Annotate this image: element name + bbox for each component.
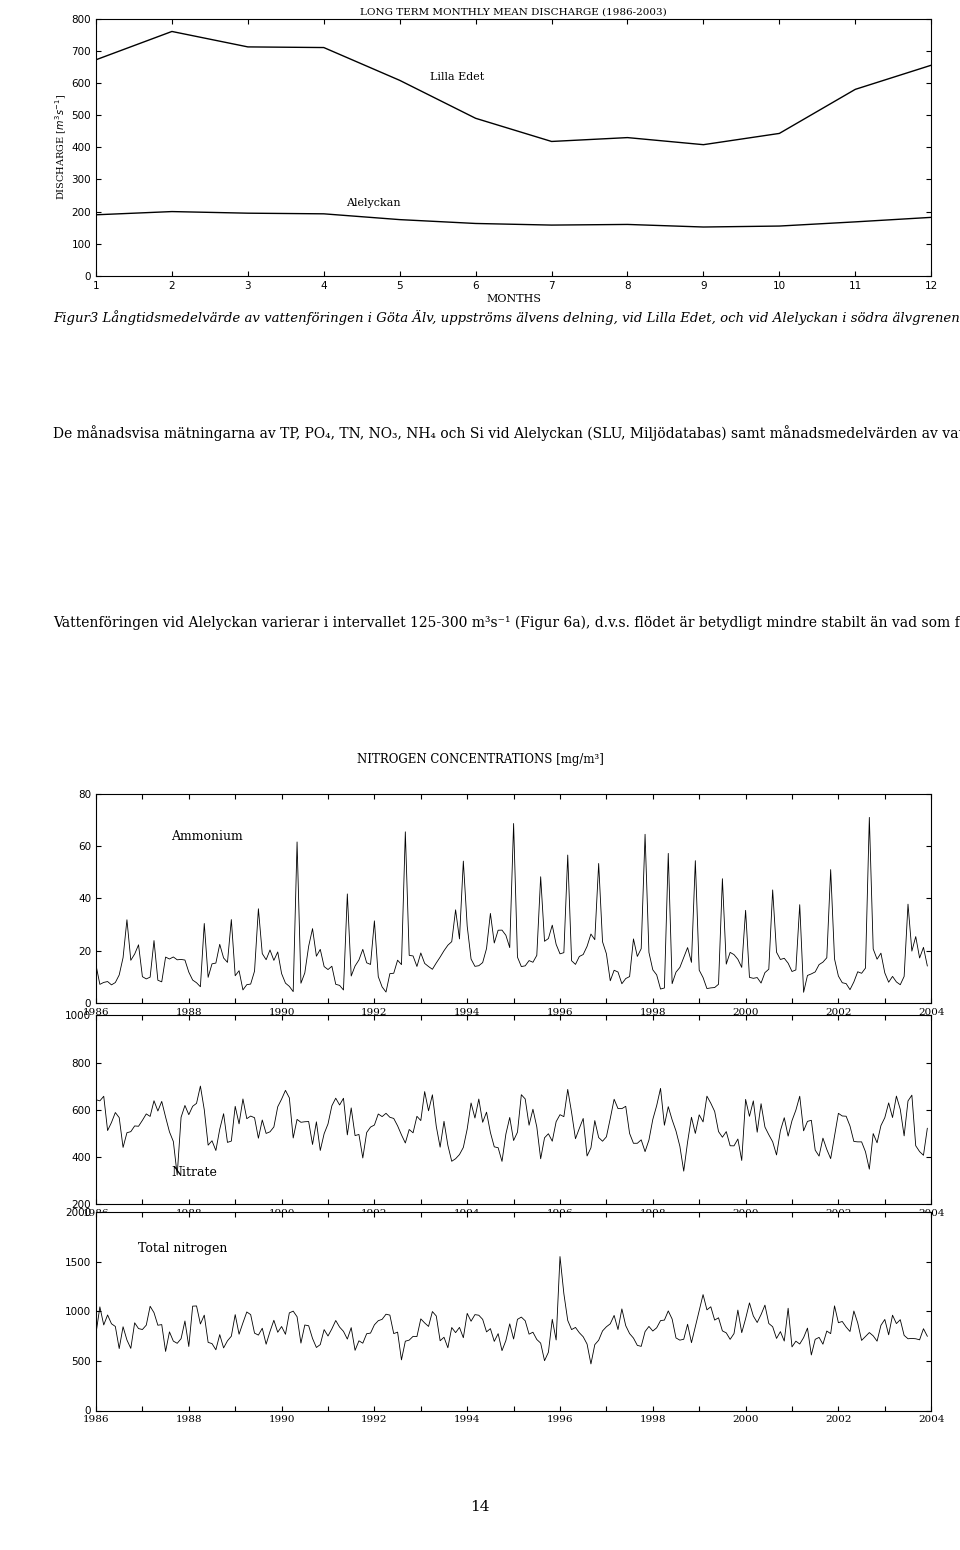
Text: NITROGEN CONCENTRATIONS [mg/m³]: NITROGEN CONCENTRATIONS [mg/m³] — [356, 753, 604, 766]
Text: Alelyckan: Alelyckan — [347, 198, 401, 208]
Text: Ammonium: Ammonium — [171, 829, 243, 843]
Text: Lilla Edet: Lilla Edet — [430, 73, 485, 82]
Text: De månadsvisa mätningarna av TP, PO₄, TN, NO₃, NH₄ och Si vid Alelyckan (SLU, Mi: De månadsvisa mätningarna av TP, PO₄, TN… — [53, 425, 960, 440]
Text: Nitrate: Nitrate — [171, 1166, 217, 1180]
Text: Figur3 Långtidsmedelvärde av vattenföringen i Göta Älv, uppströms älvens delning: Figur3 Långtidsmedelvärde av vattenförin… — [53, 310, 960, 326]
Text: Vattenföringen vid Alelyckan varierar i intervallet 125-300 m³s⁻¹ (Figur 6a), d.: Vattenföringen vid Alelyckan varierar i … — [53, 614, 960, 629]
Title: LONG TERM MONTHLY MEAN DISCHARGE (1986-2003): LONG TERM MONTHLY MEAN DISCHARGE (1986-2… — [360, 8, 667, 17]
Text: Total nitrogen: Total nitrogen — [138, 1242, 228, 1256]
X-axis label: MONTHS: MONTHS — [486, 293, 541, 304]
Y-axis label: DISCHARGE [$m^3s^{-1}$]: DISCHARGE [$m^3s^{-1}$] — [54, 95, 69, 200]
Text: 14: 14 — [470, 1500, 490, 1514]
